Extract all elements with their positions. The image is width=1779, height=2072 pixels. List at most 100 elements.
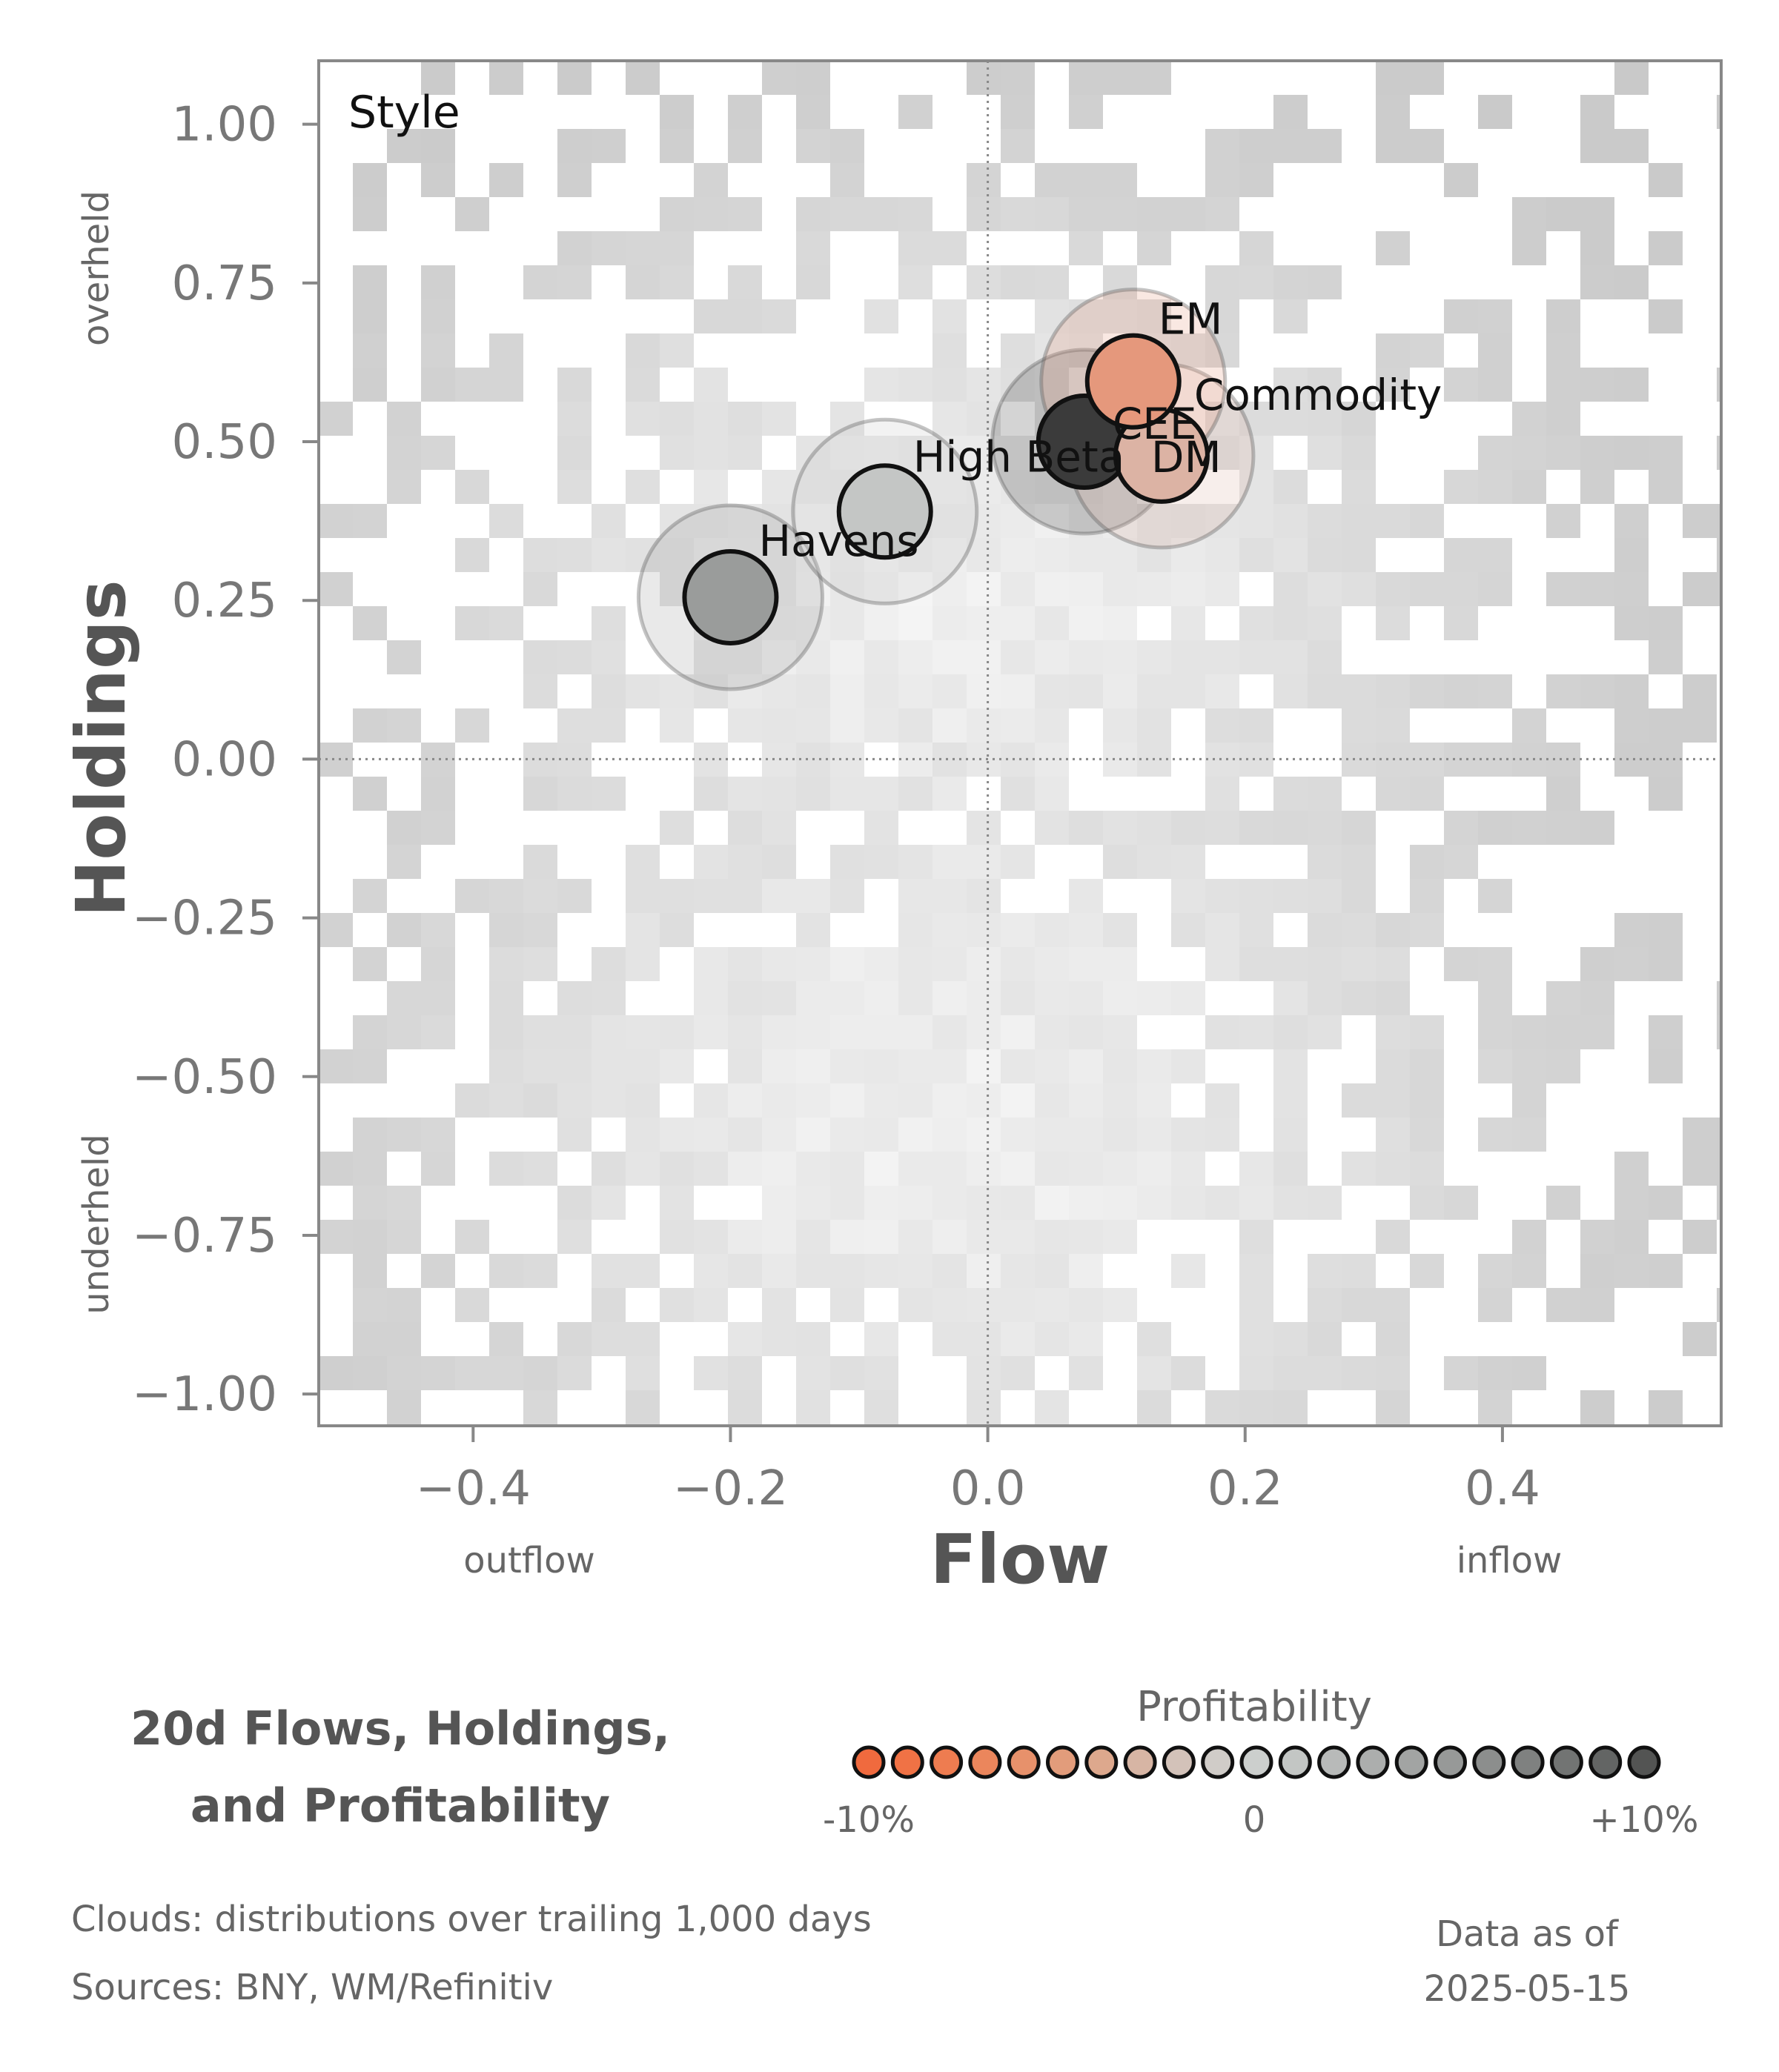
heatmap-cell [523,1015,557,1049]
heatmap-cell [967,1152,1001,1186]
heatmap-cell [762,1015,796,1049]
heatmap-cell [728,845,762,879]
heatmap-cell [1376,1049,1410,1083]
heatmap-cell [1546,504,1580,538]
heatmap-cell [796,95,830,129]
heatmap-cell [1171,674,1205,708]
heatmap-cell [1171,1186,1205,1220]
heatmap-cell [592,504,626,538]
heatmap-cell [387,1424,421,1426]
heatmap-cell [1308,674,1342,708]
heatmap-cell [1376,333,1410,368]
heatmap-cell [592,1424,626,1426]
heatmap-cell [1444,845,1478,879]
point-label-cee: CEE [1113,399,1197,449]
heatmap-cell [864,1356,898,1390]
heatmap-cell [1410,1118,1444,1152]
heatmap-cell [762,1220,796,1254]
heatmap-cell [319,743,353,777]
heatmap-cell [1308,913,1342,947]
legend-dot [852,1745,886,1779]
heatmap-cell [1035,504,1069,538]
heatmap-cell [1580,811,1614,845]
heatmap-cell [1683,504,1717,538]
heatmap-cell [1444,674,1478,708]
heatmap-cell [967,61,1001,95]
heatmap-cell [728,640,762,674]
heatmap-cell [1580,197,1614,231]
heatmap-cell [1614,1152,1649,1186]
heatmap-cell [967,845,1001,879]
heatmap-cell [1273,981,1308,1015]
heatmap-cell [626,265,660,299]
heatmap-cell [1308,504,1342,538]
heatmap-cell [660,913,694,947]
heatmap-cell [1035,1118,1069,1152]
legend-dot [890,1745,924,1779]
heatmap-cell [1239,231,1273,265]
heatmap-cell [1035,1424,1069,1426]
heatmap-cell [1444,538,1478,572]
heatmap-cell [421,777,455,811]
heatmap-cell [1614,504,1649,538]
heatmap-cell [1410,1254,1444,1288]
heatmap-cell [387,1186,421,1220]
heatmap-cell [796,470,830,504]
heatmap-cell [626,1424,660,1426]
heatmap-cell [1239,1322,1273,1356]
heatmap-cell [1546,436,1580,470]
heatmap-cell [592,708,626,743]
heatmap-cell [387,1322,421,1356]
heatmap-cell [932,1424,967,1426]
heatmap-cell [1103,538,1137,572]
heatmap-cell [1137,1322,1171,1356]
heatmap-cell [1103,572,1137,606]
heatmap-cell [1308,640,1342,674]
heatmap-cell [898,1220,932,1254]
heatmap-cell [387,913,421,947]
heatmap-cell [1376,947,1410,981]
legend-tick-mid: 0 [1243,1799,1266,1841]
heatmap-cell [660,265,694,299]
heatmap-cell [489,504,523,538]
heatmap-cell [1001,1288,1035,1322]
heatmap-cell [1478,470,1512,504]
heatmap-cell [1069,913,1103,947]
heatmap-cell [1001,1083,1035,1118]
heatmap-cell [1205,1390,1239,1424]
heatmap-cell [1649,1390,1683,1424]
x-tick-label: −0.2 [673,1461,788,1516]
heatmap-cell [967,1118,1001,1152]
heatmap-cell [728,777,762,811]
heatmap-cell [353,879,387,913]
heatmap-cell [1205,538,1239,572]
heatmap-cell [1069,163,1103,197]
heatmap-cell [557,777,592,811]
heatmap-cell [1649,231,1683,265]
heatmap-cell [796,129,830,163]
heatmap-cell [1103,1015,1137,1049]
x-axis-ticks: −0.4 −0.2 0.0 0.2 0.4 [416,1426,1540,1516]
heatmap-cell [1239,879,1273,913]
heatmap-cell [592,981,626,1015]
heatmap-cell [1273,1015,1308,1049]
heatmap-cell [898,265,932,299]
heatmap-cell [967,504,1001,538]
point-label-havens: Havens [758,516,918,566]
heatmap-cell [967,265,1001,299]
heatmap-cell [1069,61,1103,95]
heatmap-cell [830,674,864,708]
y-tick-label: −0.50 [132,1050,277,1105]
heatmap-cell [523,538,557,572]
heatmap-cell [660,879,694,913]
heatmap-cell [1308,402,1342,436]
heatmap-cell [421,129,455,163]
heatmap-cell [1478,572,1512,606]
heatmap-cell [1273,606,1308,640]
heatmap-cell [932,845,967,879]
heatmap-cell [387,845,421,879]
heatmap-cell [319,1220,353,1254]
heatmap-cell [796,197,830,231]
heatmap-cell [796,1356,830,1390]
heatmap-cell [1273,299,1308,333]
